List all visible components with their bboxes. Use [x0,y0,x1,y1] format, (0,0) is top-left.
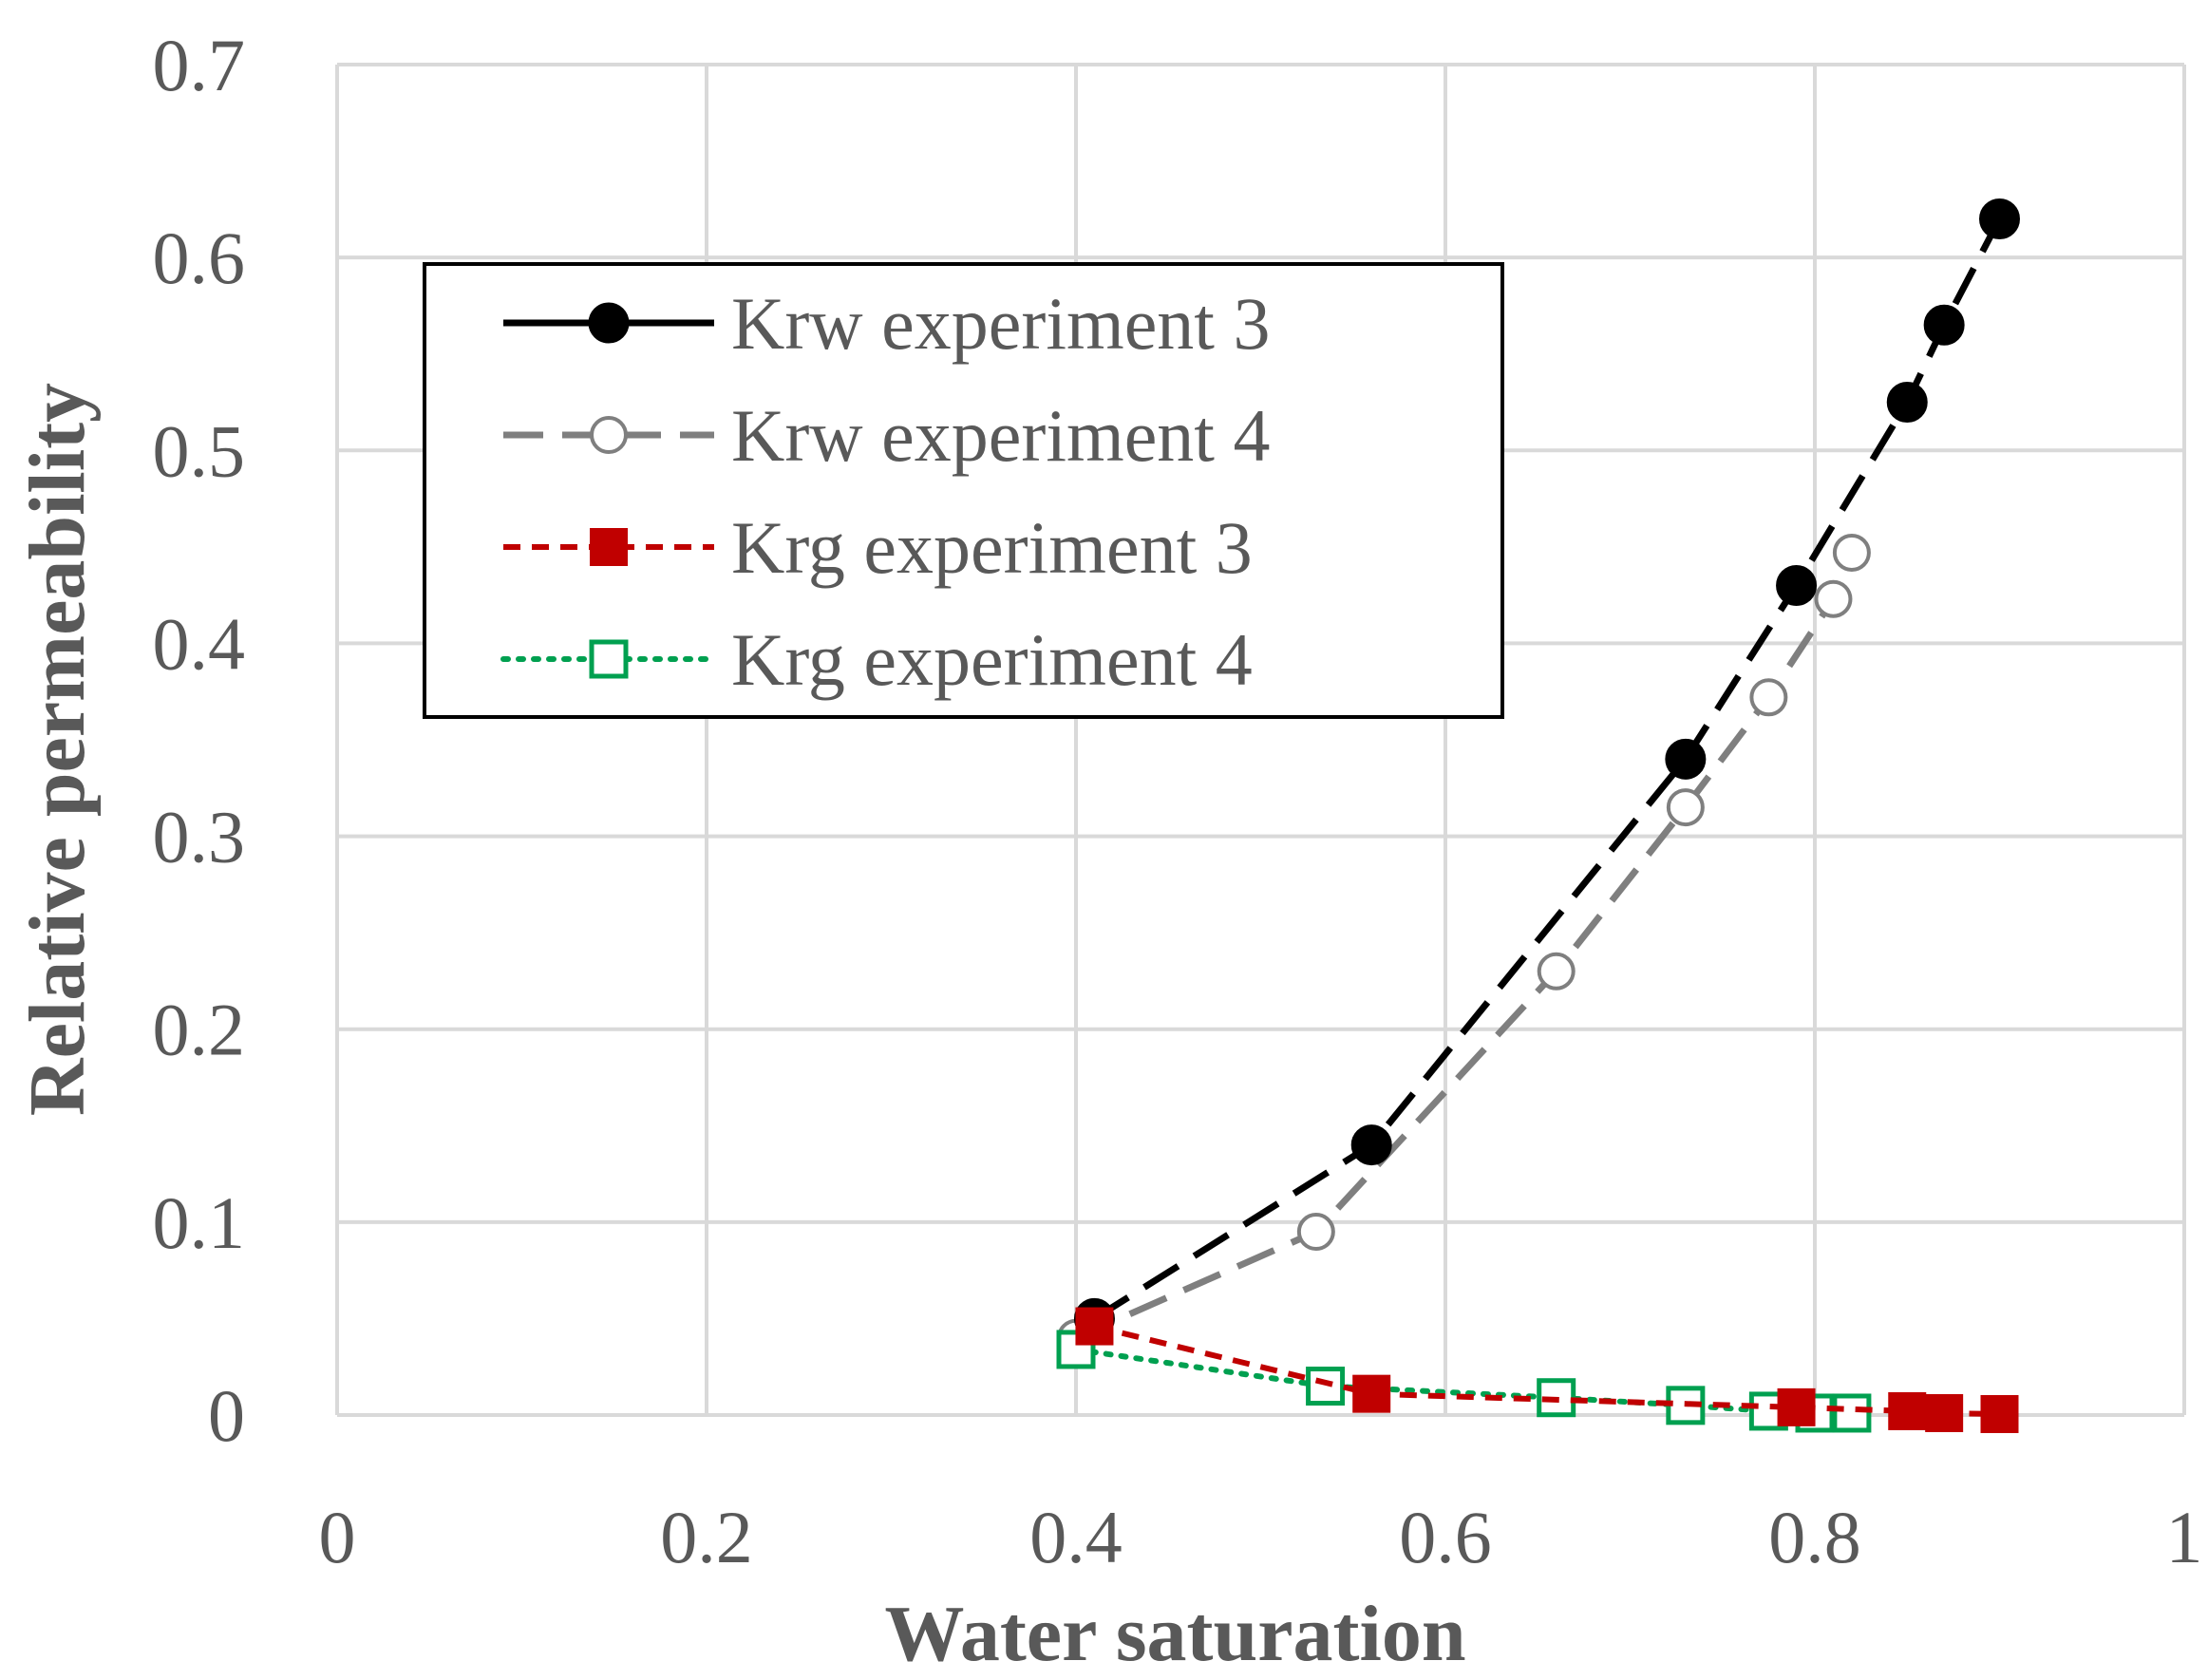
data-point [1832,1393,1872,1433]
data-point [1980,1394,2019,1433]
data-point [1075,1307,1114,1346]
data-point [1537,952,1576,991]
legend-item: Krw experiment 3 [503,282,1270,365]
y-tick-label: 0.2 [153,989,246,1071]
data-point [1350,1124,1392,1166]
data-point [1777,1387,1816,1426]
x-tick-label: 1 [2166,1496,2203,1578]
series-layer [1056,198,2020,1433]
y-tick-label: 0.6 [153,217,246,299]
legend-label: Krw experiment 4 [731,394,1270,477]
data-point [1665,738,1707,780]
x-tick-label: 0.8 [1768,1496,1861,1578]
legend: Krw experiment 3 Krw experiment 4 Krg expe… [423,262,1504,719]
y-tick-label: 0.7 [153,24,246,106]
legend-label: Krg experiment 4 [731,618,1253,701]
y-tick-label: 0.1 [153,1181,246,1264]
legend-marker [588,302,630,344]
data-point [1352,1374,1391,1413]
legend-marker [590,416,628,454]
data-point [1776,564,1818,606]
data-point [1886,382,1928,423]
y-tick-label: 0 [208,1374,245,1457]
data-point [1306,1367,1346,1406]
x-tick-label: 0.2 [660,1496,753,1578]
y-tick-label: 0.3 [153,796,246,878]
tick-labels: 0 0.2 0.4 0.6 0.8 1 0 0.1 0.2 0.3 0.4 0.5 0.6 0.7 [153,24,2203,1578]
legend-item: Krg experiment 3 [503,506,1253,589]
data-point [1925,1393,1964,1432]
data-point [1888,1391,1927,1430]
legend-item: Krw experiment 4 [503,394,1270,477]
data-point [1923,304,1965,346]
x-axis-title: Water saturation [884,1590,1465,1678]
data-point [1979,198,2020,240]
y-tick-label: 0.4 [153,602,246,685]
y-axis-title: Relative permeability [13,383,102,1116]
data-point [1814,579,1853,618]
series-2 [1075,1307,2019,1433]
data-point [1666,788,1705,827]
y-tick-label: 0.5 [153,409,246,492]
legend-label: Krw experiment 3 [731,282,1270,365]
data-point [1296,1213,1335,1252]
x-tick-label: 0 [319,1496,356,1578]
legend-label: Krg experiment 3 [731,506,1253,589]
x-tick-label: 0.6 [1399,1496,1492,1578]
data-point [1832,533,1871,572]
data-point [1749,678,1788,717]
legend-marker [590,528,628,566]
legend-item: Krg experiment 4 [500,618,1253,701]
x-tick-label: 0.4 [1029,1496,1123,1578]
legend-marker [589,639,629,679]
